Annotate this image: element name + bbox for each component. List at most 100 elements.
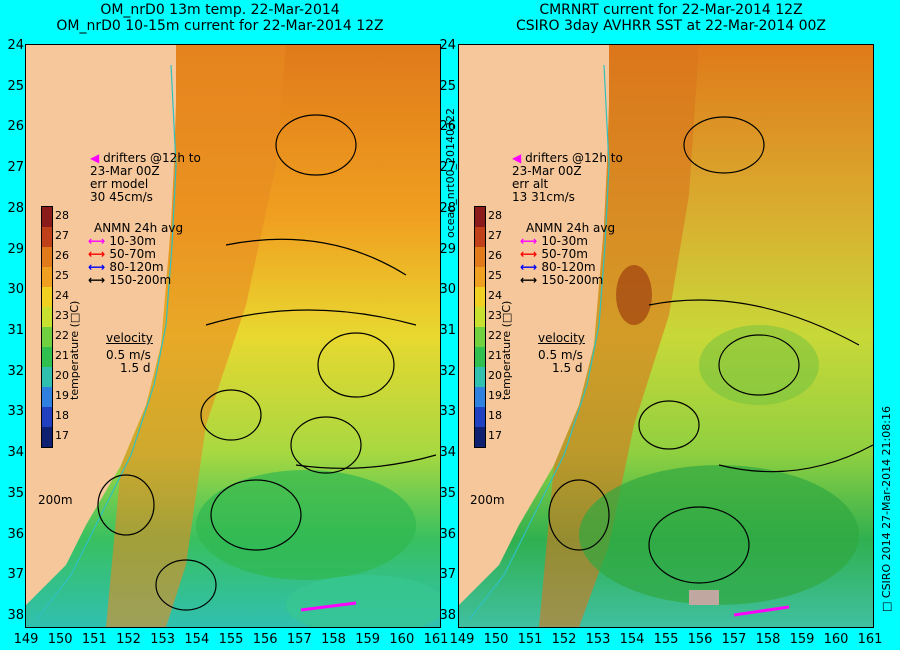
middle-latitude-tick-label: 25: [439, 78, 456, 94]
right-longitude-tick-label: 154: [619, 632, 645, 647]
left-longitude-tick-label: 158: [321, 632, 346, 647]
left-anmn-label: 50-70m: [109, 247, 156, 261]
left-latitude-tick-label: 24: [7, 38, 24, 53]
left-latitude-tick-label: 37: [7, 567, 24, 583]
left-colorbar-tick-label: 21: [55, 349, 69, 362]
left-colorbar-tick-label: 17: [55, 429, 69, 442]
left-colorbar-tick-label: 28: [55, 209, 69, 222]
right-colorbar-tick-label: 17: [488, 429, 502, 442]
middle-latitude-tick-label: 28: [439, 200, 456, 216]
right-map-panel: [458, 44, 874, 628]
right-map-graphic: [459, 45, 873, 627]
right-colorbar-segment: [475, 407, 485, 427]
double-arrow-icon: ⟷: [520, 260, 542, 274]
middle-latitude-tick-label: 30: [439, 282, 456, 298]
right-velocity-label: velocity: [538, 331, 585, 345]
left-latitude-tick-label: 29: [7, 241, 24, 257]
right-longitude-tick-label: 156: [687, 632, 713, 647]
middle-latitude-tick-label: 32: [439, 363, 456, 379]
right-colorbar-segment: [475, 387, 485, 407]
right-anmn-item: ⟷ 150-200m: [520, 274, 615, 287]
right-anmn-label: 80-120m: [541, 260, 596, 274]
middle-latitude-tick-label: 24: [439, 38, 456, 53]
right-colorbar-segment: [475, 327, 485, 347]
right-anmn-item: ⟷ 50-70m: [520, 248, 615, 261]
middle-latitude-tick-label: 34: [439, 445, 456, 461]
right-colorbar-segment: [475, 427, 485, 447]
right-colorbar-segment: [475, 227, 485, 247]
left-anmn-title: ANMN 24h avg: [94, 221, 184, 235]
double-arrow-icon: ⟷: [88, 260, 110, 274]
right-colorbar-tick-label: 22: [488, 329, 502, 342]
right-colorbar-tick-label: 18: [488, 409, 502, 422]
left-latitude-tick-label: 26: [7, 119, 24, 135]
left-velocity-speed: 0.5 m/s: [106, 348, 151, 362]
left-colorbar-segment: [42, 267, 52, 287]
left-latitude-tick-label: 25: [7, 78, 24, 94]
right-colorbar-segment: [475, 367, 485, 387]
right-anmn-item: ⟷ 80-120m: [520, 261, 615, 274]
left-longitude-tick-label: 152: [116, 632, 141, 647]
left-latitude-tick-label: 35: [7, 485, 24, 501]
left-colorbar-tick-label: 19: [55, 389, 69, 402]
left-drifters-legend: ◀ drifters @12h to 23-Mar 00Z err model …: [90, 151, 201, 204]
right-longitude-tick-label: 161: [857, 632, 883, 647]
right-colorbar-tick-label: 28: [488, 209, 502, 222]
left-longitude-tick-label: 161: [423, 632, 449, 647]
left-colorbar-segment: [42, 307, 52, 327]
double-arrow-icon: ⟷: [520, 273, 542, 287]
left-latitude-tick-label: 31: [7, 323, 24, 338]
right-colorbar-segment: [475, 287, 485, 307]
right-colorbar-tick-label: 25: [488, 269, 502, 282]
right-velocity-legend: velocity 0.5 m/s 1.5 d: [538, 332, 585, 375]
double-arrow-icon: ⟷: [520, 234, 542, 248]
left-map-graphic: [26, 45, 440, 627]
middle-latitude-tick-label: 36: [439, 526, 456, 542]
left-longitude-tick-label: 156: [252, 632, 278, 647]
left-colorbar-segment: [42, 387, 52, 407]
right-longitude-tick-label: 150: [483, 632, 509, 647]
right-anmn-legend: ANMN 24h avg ⟷ 10-30m ⟷ 50-70m ⟷ 80-120m ⟷ …: [520, 222, 615, 287]
right-drifters-legend: ◀ drifters @12h to 23-Mar 00Z err alt 13…: [512, 151, 623, 204]
left-latitude-tick-label: 38: [7, 608, 24, 623]
middle-latitude-tick-label: 37: [439, 567, 456, 583]
left-longitude-tick-label: 150: [47, 632, 73, 647]
left-panel-title: OM_nrD0 13m temp. 22-Mar-2014 OM_nrD0 10…: [5, 2, 435, 34]
double-arrow-icon: ⟷: [520, 247, 542, 261]
right-anmn-items: ⟷ 10-30m ⟷ 50-70m ⟷ 80-120m ⟷ 150-200m: [520, 235, 615, 287]
right-anmn-item: ⟷ 10-30m: [520, 235, 615, 248]
left-colorbar-segment: [42, 347, 52, 367]
right-colorbar-tick-label: 26: [488, 249, 502, 262]
right-anmn-label: 50-70m: [541, 247, 588, 261]
model-run-label: ocean_nrt00_20140322: [444, 107, 457, 238]
left-longitude-tick-label: 159: [355, 632, 381, 647]
left-colorbar: [41, 206, 53, 448]
right-colorbar-tick-label: 23: [488, 309, 502, 322]
left-title-line2: OM_nrD0 10-15m current for 22-Mar-2014 1…: [56, 18, 384, 34]
left-colorbar-tick-label: 24: [55, 289, 69, 302]
right-longitude-tick-label: 160: [823, 632, 849, 647]
left-anmn-item: ⟷ 80-120m: [88, 261, 183, 274]
left-colorbar-tick-label: 23: [55, 309, 69, 322]
double-arrow-icon: ⟷: [88, 247, 110, 261]
right-longitude-tick-label: 149: [449, 632, 475, 647]
left-anmn-item: ⟷ 10-30m: [88, 235, 183, 248]
right-title-line1: CMRNRT current for 22-Mar-2014 12Z: [539, 2, 803, 18]
left-colorbar-segment: [42, 407, 52, 427]
right-velocity-days: 1.5 d: [552, 361, 583, 375]
right-colorbar-segment: [475, 307, 485, 327]
right-longitude-tick-label: 157: [721, 632, 747, 647]
middle-latitude-tick-label: 27: [439, 160, 456, 176]
right-colorbar-segment: [475, 247, 485, 267]
left-longitude-tick-label: 151: [81, 632, 107, 647]
double-arrow-icon: ⟷: [88, 273, 110, 287]
left-colorbar-tick-label: 27: [55, 229, 69, 242]
right-colorbar-tick-label: 20: [488, 369, 502, 382]
right-colorbar-tick-label: 27: [488, 229, 502, 242]
middle-latitude-tick-label: 33: [439, 404, 456, 420]
right-longitude-tick-label: 152: [551, 632, 577, 647]
left-title-line1: OM_nrD0 13m temp. 22-Mar-2014: [100, 2, 340, 18]
right-isobath-label: 200m: [470, 493, 505, 507]
left-longitude-tick-label: 155: [218, 632, 244, 647]
middle-latitude-tick-label: 31: [439, 323, 456, 338]
